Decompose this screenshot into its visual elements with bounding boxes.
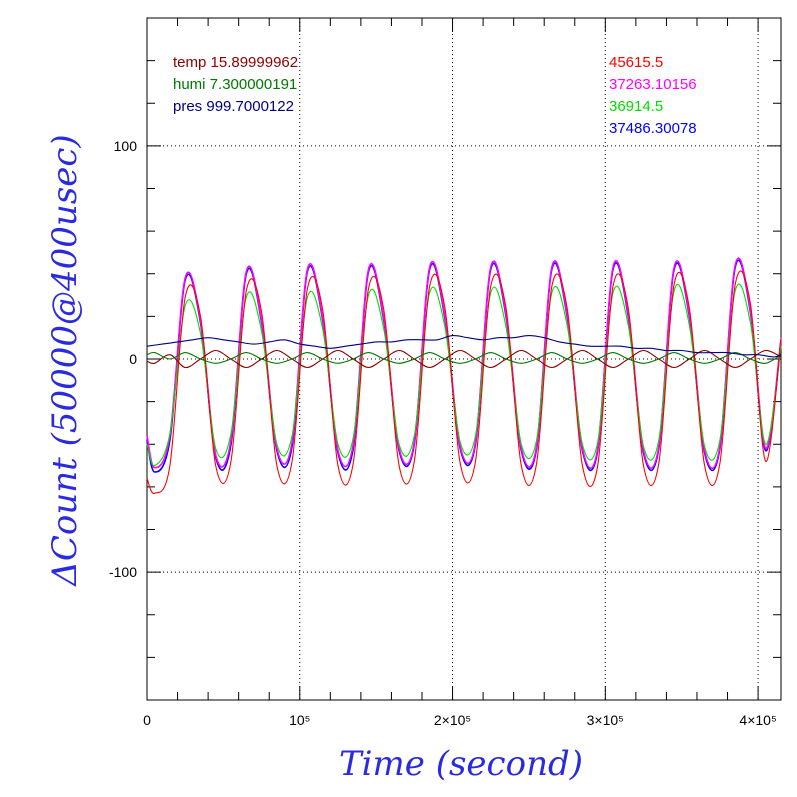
x-axis-title: Time (second) [339,744,583,784]
series-line-magenta [146,257,782,470]
series-line-green [146,283,782,467]
y-tick-label: -100 [109,564,137,580]
legend-entry-pres: pres 999.7000122 [173,98,294,115]
series-lines [146,257,782,494]
series-line-red [146,270,782,494]
legend-left: temp 15.89999962 humi 7.300000191 pres 999… [173,54,298,115]
grid-lines [147,18,781,700]
x-tick-label: 3×10⁵ [587,712,624,728]
legend-entry-humi: humi 7.300000191 [173,76,297,93]
x-tick-label: 4×10⁵ [739,712,776,728]
legend-entry-temp: temp 15.89999962 [173,54,298,71]
series-line-humi [146,351,782,364]
x-tick-label: 10⁵ [289,712,310,728]
x-tick-label: 0 [143,712,151,728]
y-axis-title: ΔCount (50000@400usec) [45,134,85,587]
y-tick-label: 0 [129,351,137,367]
x-tick-label: 2×10⁵ [434,712,471,728]
legend-value: 45615.5 [609,54,663,71]
legend-right: 45615.5 37263.10156 36914.5 37486.30078 [609,54,697,137]
y-tick-labels: 100 0 -100 [109,138,137,580]
axis-ticks [147,18,781,700]
series-line-pres [146,334,782,358]
legend-value: 36914.5 [609,98,663,115]
y-tick-label: 100 [114,138,138,154]
legend-value: 37486.30078 [609,120,697,137]
series-line-temp [146,349,782,369]
x-tick-labels: 0 10⁵ 2×10⁵ 3×10⁵ 4×10⁵ [143,712,777,728]
legend-value: 37263.10156 [609,76,697,93]
